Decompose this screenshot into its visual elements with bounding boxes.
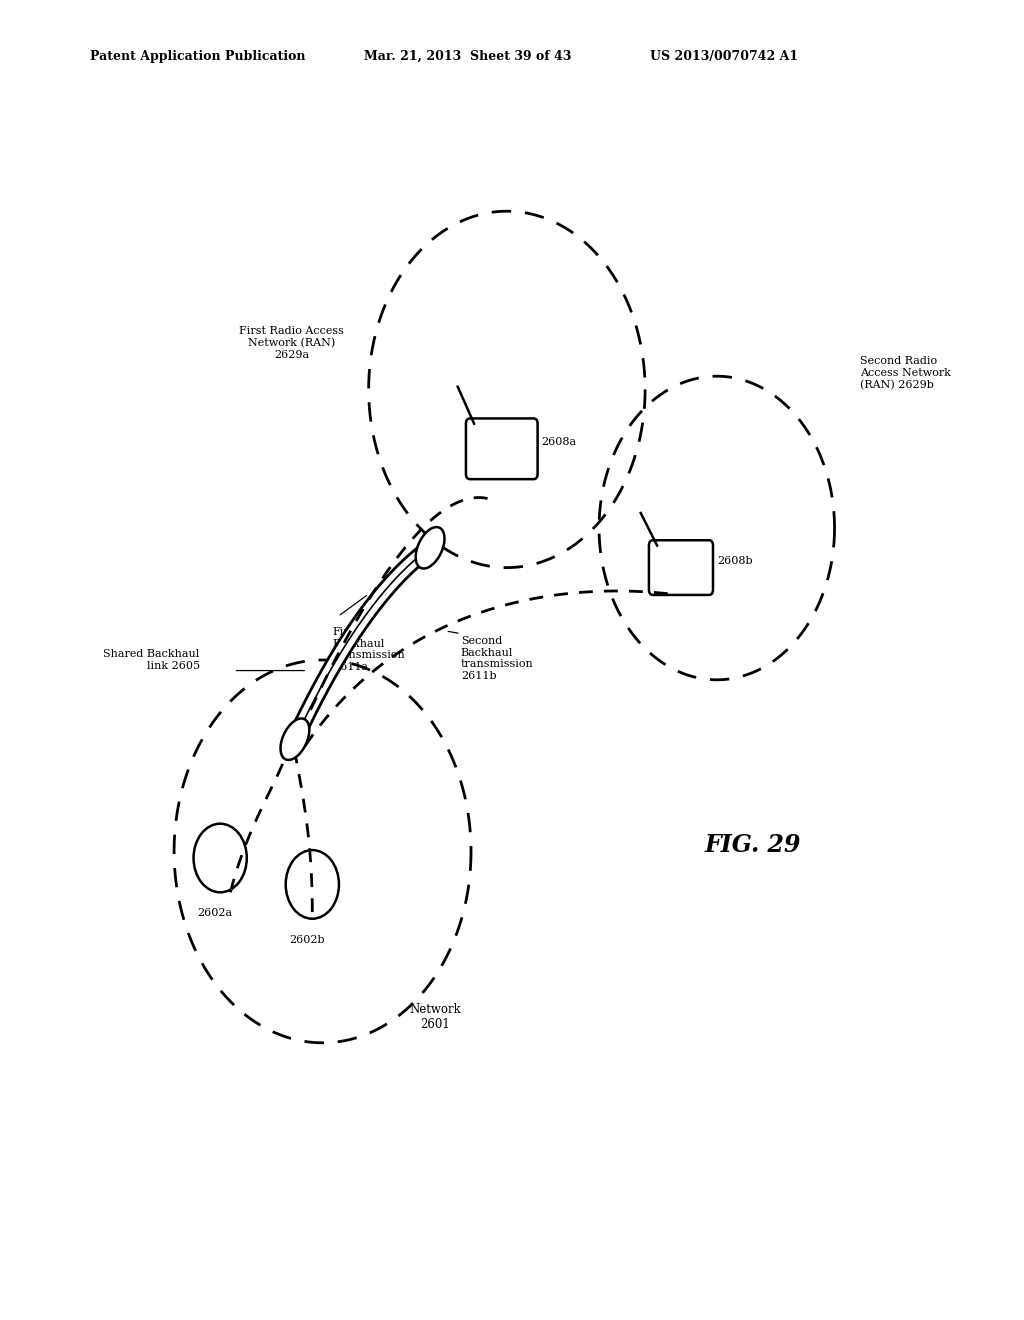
Circle shape — [286, 850, 339, 919]
Text: Mar. 21, 2013  Sheet 39 of 43: Mar. 21, 2013 Sheet 39 of 43 — [364, 50, 571, 63]
FancyBboxPatch shape — [649, 540, 713, 595]
FancyBboxPatch shape — [466, 418, 538, 479]
Text: First
Backhaul
transmission
2611a: First Backhaul transmission 2611a — [333, 627, 406, 672]
Text: Second
Backhaul
transmission
2611b: Second Backhaul transmission 2611b — [461, 636, 534, 681]
Ellipse shape — [416, 527, 444, 569]
Text: US 2013/0070742 A1: US 2013/0070742 A1 — [650, 50, 799, 63]
Ellipse shape — [281, 718, 309, 760]
Text: FIG. 29: FIG. 29 — [705, 833, 801, 857]
Text: 2608b: 2608b — [717, 556, 753, 566]
Text: Patent Application Publication: Patent Application Publication — [90, 50, 305, 63]
Circle shape — [194, 824, 247, 892]
Text: Shared Backhaul
link 2605: Shared Backhaul link 2605 — [103, 649, 200, 671]
Text: 2608a: 2608a — [542, 437, 577, 447]
Text: 2602b: 2602b — [290, 935, 325, 945]
Text: 2602a: 2602a — [198, 908, 232, 919]
Text: First Radio Access
Network (RAN)
2629a: First Radio Access Network (RAN) 2629a — [240, 326, 344, 360]
Text: Network
2601: Network 2601 — [410, 1003, 461, 1031]
Text: Second Radio
Access Network
(RAN) 2629b: Second Radio Access Network (RAN) 2629b — [860, 356, 951, 389]
